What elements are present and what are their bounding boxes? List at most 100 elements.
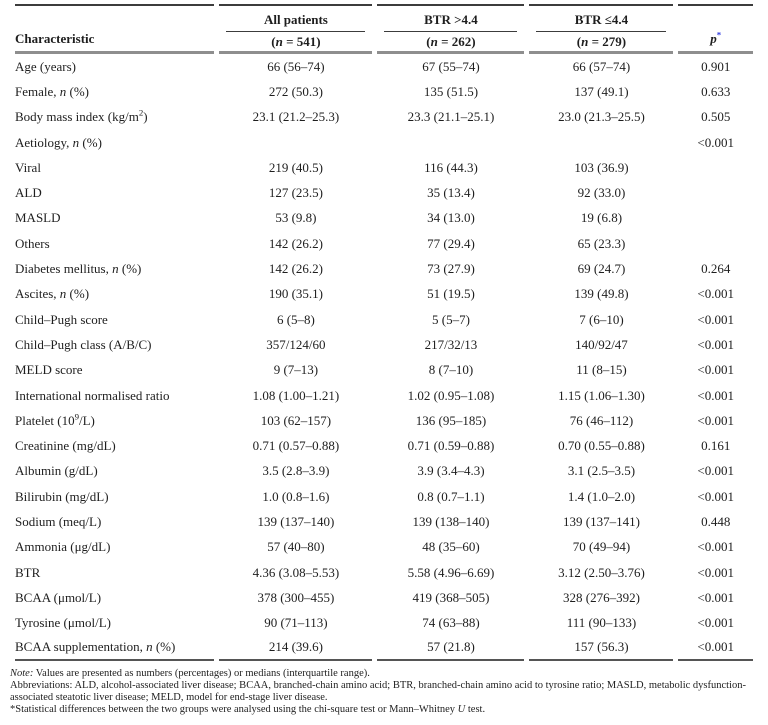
cell-btr-low: 328 (276–392)	[562, 589, 640, 605]
row-label: Viral	[15, 159, 41, 175]
cell-btr-low: 66 (57–74)	[572, 58, 631, 74]
cell-btr-low: 76 (46–112)	[569, 412, 634, 428]
cell-btr-high: 77 (29.4)	[427, 235, 475, 251]
row-label: Aetiology, n (%)	[15, 134, 102, 150]
subheader-n-btr-high: (n = 262)	[377, 32, 525, 54]
footnote-statistics: *Statistical differences between the two…	[10, 704, 486, 716]
table-row: Female, n (%) 272 (50.3) 135 (51.5) 137 …	[15, 79, 753, 104]
cell-btr-low: 3.1 (2.5–3.5)	[567, 463, 636, 479]
cell-btr-low: 139 (137–141)	[562, 513, 640, 529]
table-row: BTR 4.36 (3.08–5.53) 5.58 (4.96–6.69) 3.…	[15, 560, 753, 585]
footnote-note: Note: Values are presented as numbers (p…	[10, 668, 370, 680]
cell-p-value: <0.001	[697, 488, 735, 504]
row-label: Sodium (meq/L)	[15, 513, 102, 529]
cell-btr-low: 139 (49.8)	[574, 286, 629, 302]
cell-btr-low: 103 (36.9)	[574, 159, 629, 175]
table-body: Age (years) 66 (56–74) 67 (55–74) 66 (57…	[15, 54, 753, 662]
cell-btr-low: 140/92/47	[575, 336, 628, 352]
cell-btr-high: 74 (63–88)	[422, 615, 480, 631]
row-label: Albumin (g/dL)	[15, 463, 98, 479]
row-label: Creatinine (mg/dL)	[15, 438, 116, 454]
cell-btr-low: 11 (8–15)	[576, 362, 627, 378]
cell-all-patients: 9 (7–13)	[273, 362, 319, 378]
subheader-row: (n = 541) (n = 262) (n = 279)	[15, 32, 753, 54]
cell-btr-high: 136 (95–185)	[415, 412, 487, 428]
row-label: ALD	[15, 185, 42, 201]
row-label: Age (years)	[15, 58, 76, 74]
cell-btr-high: 5.58 (4.96–6.69)	[407, 564, 495, 580]
cell-btr-low: 23.0 (21.3–25.5)	[558, 109, 645, 125]
cell-btr-high: 48 (35–60)	[422, 539, 480, 555]
column-header-p-value: p*	[678, 4, 753, 54]
table-row: Bilirubin (mg/dL) 1.0 (0.8–1.6) 0.8 (0.7…	[15, 484, 753, 509]
subheader-n-all: (n = 541)	[219, 32, 373, 54]
cell-p-value: <0.001	[697, 134, 735, 150]
row-label: MELD score	[15, 362, 83, 378]
cell-btr-low: 3.12 (2.50–3.76)	[558, 564, 645, 580]
cell-btr-high: 116 (44.3)	[424, 159, 478, 175]
cell-p-value: <0.001	[697, 539, 735, 555]
table-row: Aetiology, n (%) <0.001	[15, 130, 753, 155]
cell-btr-low	[529, 130, 673, 155]
cell-btr-high: 135 (51.5)	[423, 83, 479, 99]
cell-btr-high: 1.02 (0.95–1.08)	[407, 387, 495, 403]
row-label: BCAA (μmol/L)	[15, 589, 102, 605]
table-row: MASLD 53 (9.8) 34 (13.0) 19 (6.8)	[15, 206, 753, 231]
table-header: Characteristic All patients BTR >4.4 BTR…	[15, 4, 753, 54]
table-row: Age (years) 66 (56–74) 67 (55–74) 66 (57…	[15, 54, 753, 79]
row-label: Ammonia (μg/dL)	[15, 539, 111, 555]
cell-all-patients: 66 (56–74)	[267, 58, 325, 74]
cell-btr-high: 73 (27.9)	[427, 261, 475, 277]
cell-all-patients: 90 (71–113)	[264, 615, 328, 631]
patient-characteristics-table: Characteristic All patients BTR >4.4 BTR…	[10, 4, 758, 662]
table-row: BCAA supplementation, n (%) 214 (39.6) 5…	[15, 636, 753, 662]
cell-btr-low: 70 (49–94)	[572, 539, 631, 555]
row-label: Female, n (%)	[15, 83, 90, 99]
cell-btr-high	[377, 130, 524, 155]
cell-p-value: <0.001	[678, 636, 753, 662]
column-header-characteristic: Characteristic	[15, 4, 215, 54]
cell-p-value: <0.001	[697, 615, 735, 631]
cell-btr-high: 419 (368–505)	[412, 589, 490, 605]
footnotes: Note: Values are presented as numbers (p…	[10, 668, 758, 716]
row-label: Body mass index (kg/m2)	[15, 107, 148, 125]
footnote-abbreviations: Abbreviations: ALD, alcohol-associated l…	[10, 680, 746, 704]
cell-btr-low: 92 (33.0)	[577, 185, 626, 201]
table-row: International normalised ratio 1.08 (1.0…	[15, 383, 753, 408]
cell-btr-low: 7 (6–10)	[579, 311, 624, 327]
cell-all-patients: 3.5 (2.8–3.9)	[262, 463, 330, 479]
table-row: Child–Pugh class (A/B/C) 357/124/60 217/…	[15, 332, 753, 357]
cell-p-value: <0.001	[697, 564, 735, 580]
row-label: Child–Pugh class (A/B/C)	[15, 336, 152, 352]
row-label: MASLD	[15, 210, 61, 226]
cell-p-value: <0.001	[697, 589, 735, 605]
cell-btr-low: 0.70 (0.55–0.88)	[558, 438, 645, 454]
table-row: Platelet (109/L) 103 (62–157) 136 (95–18…	[15, 408, 753, 433]
cell-all-patients: 190 (35.1)	[268, 286, 323, 302]
cell-all-patients: 6 (5–8)	[276, 311, 315, 327]
cell-p-value: <0.001	[697, 286, 735, 302]
cell-all-patients: 142 (26.2)	[268, 261, 323, 277]
table-row: Albumin (g/dL) 3.5 (2.8–3.9) 3.9 (3.4–4.…	[15, 459, 753, 484]
subheader-n-btr-low: (n = 279)	[529, 32, 674, 54]
cell-p-value: 0.633	[701, 83, 731, 99]
cell-all-patients: 378 (300–455)	[257, 589, 335, 605]
cell-btr-high: 34 (13.0)	[427, 210, 475, 226]
cell-p-value: <0.001	[697, 387, 735, 403]
row-label: Platelet (109/L)	[15, 411, 95, 428]
cell-all-patients: 53 (9.8)	[275, 210, 317, 226]
cell-btr-high: 139 (138–140)	[412, 513, 490, 529]
cell-btr-high: 217/32/13	[424, 336, 478, 352]
cell-p-value: 0.264	[701, 261, 731, 277]
cell-btr-high: 67 (55–74)	[422, 58, 480, 74]
row-label: Diabetes mellitus, n (%)	[15, 261, 142, 277]
table-row: Viral 219 (40.5) 116 (44.3) 103 (36.9)	[15, 155, 753, 180]
cell-p-value: 0.161	[701, 438, 731, 454]
cell-all-patients	[219, 130, 372, 155]
cell-btr-high: 35 (13.4)	[427, 185, 475, 201]
cell-all-patients: 4.36 (3.08–5.53)	[252, 564, 340, 580]
table-row: MELD score 9 (7–13) 8 (7–10) 11 (8–15) <…	[15, 358, 753, 383]
cell-all-patients: 127 (23.5)	[268, 185, 323, 201]
cell-btr-high: 0.8 (0.7–1.1)	[417, 488, 485, 504]
